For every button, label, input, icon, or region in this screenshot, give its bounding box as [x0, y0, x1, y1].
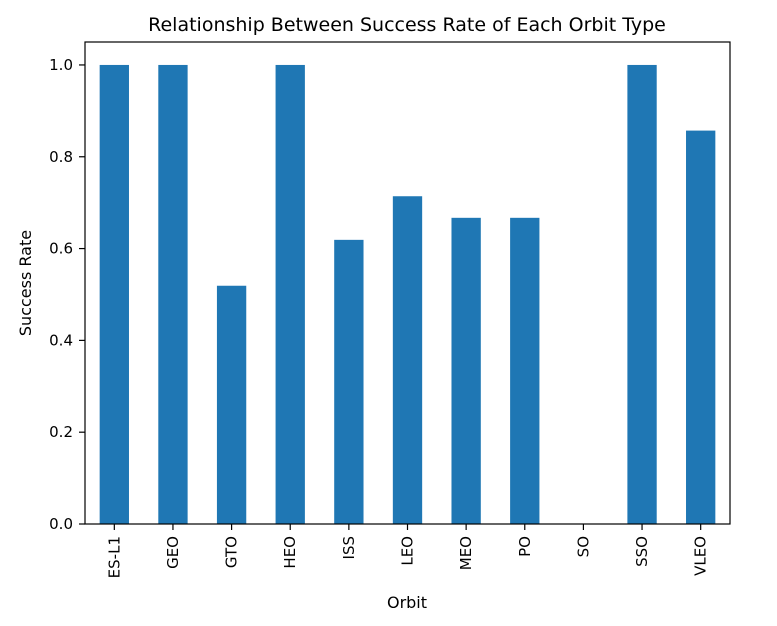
x-tick-label-vleo: VLEO	[692, 536, 710, 576]
y-axis-label: Success Rate	[16, 230, 35, 336]
plot-area	[99, 64, 716, 525]
chart-title: Relationship Between Success Rate of Eac…	[148, 14, 666, 36]
bar-gto	[216, 285, 247, 524]
bar-es-l1	[99, 64, 129, 524]
bar-sso	[627, 64, 657, 524]
x-axis-label: Orbit	[387, 593, 427, 612]
bar-iss	[334, 239, 364, 524]
x-tick-label-so: SO	[574, 536, 592, 557]
y-axis: 0.0 0.2 0.4 0.6 0.8 1.0	[49, 56, 85, 533]
y-tick-label: 1.0	[49, 56, 73, 74]
bar-leo	[392, 196, 423, 525]
y-tick-label: 0.6	[49, 240, 73, 258]
bar-vleo	[686, 130, 716, 524]
x-tick-label-heo: HEO	[281, 536, 299, 569]
bar-heo	[275, 64, 305, 524]
y-tick-label: 0.8	[49, 148, 73, 166]
x-axis: ES-L1 GEO GTO HEO ISS LEO MEO PO SO SSO VLEO	[105, 524, 710, 578]
x-tick-label-leo: LEO	[399, 536, 417, 566]
y-tick-label: 0.0	[49, 515, 73, 533]
x-tick-label-geo: GEO	[164, 536, 182, 569]
x-tick-label-meo: MEO	[457, 536, 475, 570]
x-tick-label-iss: ISS	[340, 536, 358, 559]
bar-geo	[158, 64, 188, 524]
y-tick-label: 0.4	[49, 331, 73, 349]
y-tick-label: 0.2	[49, 423, 73, 441]
x-tick-label-sso: SSO	[633, 536, 651, 567]
x-tick-label-gto: GTO	[223, 536, 241, 568]
x-tick-label-po: PO	[516, 536, 534, 557]
bar-meo	[451, 217, 481, 524]
plot-frame	[84, 41, 731, 525]
bar-po	[510, 217, 540, 524]
x-tick-label-es-l1: ES-L1	[105, 536, 123, 578]
